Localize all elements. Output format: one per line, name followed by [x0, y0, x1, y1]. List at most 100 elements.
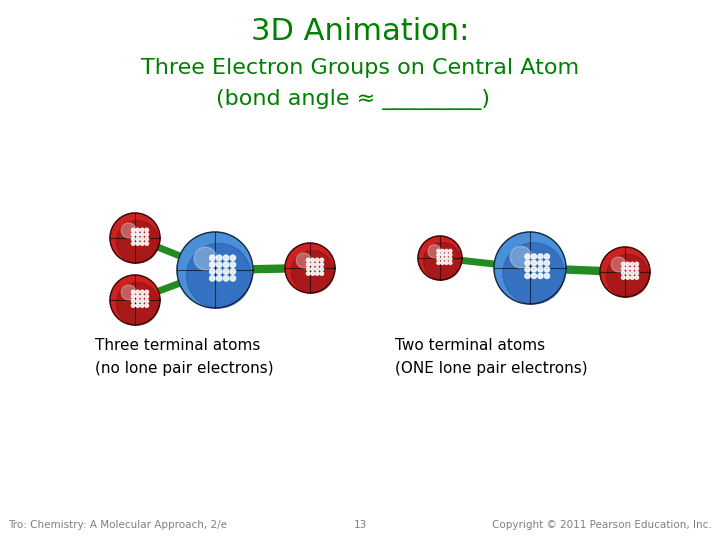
Text: 3D Animation:: 3D Animation:: [251, 17, 469, 46]
Circle shape: [136, 237, 140, 241]
Text: (no lone pair electrons): (no lone pair electrons): [95, 361, 274, 375]
Circle shape: [121, 223, 136, 238]
Circle shape: [136, 303, 140, 307]
Circle shape: [631, 267, 634, 271]
Circle shape: [140, 242, 144, 245]
Circle shape: [441, 249, 444, 253]
Text: Three terminal atoms: Three terminal atoms: [95, 338, 261, 353]
Circle shape: [140, 228, 144, 232]
Circle shape: [635, 267, 639, 271]
Circle shape: [600, 247, 650, 297]
Circle shape: [445, 253, 448, 256]
Circle shape: [230, 262, 235, 267]
Text: Copyright © 2011 Pearson Education, Inc.: Copyright © 2011 Pearson Education, Inc.: [492, 520, 712, 530]
Circle shape: [494, 232, 566, 304]
Circle shape: [437, 249, 440, 253]
Circle shape: [538, 267, 543, 272]
Circle shape: [140, 233, 144, 237]
Circle shape: [315, 258, 319, 262]
Circle shape: [223, 255, 229, 261]
Circle shape: [110, 275, 160, 325]
Circle shape: [136, 228, 140, 232]
Circle shape: [132, 303, 135, 307]
Circle shape: [531, 260, 536, 266]
Circle shape: [116, 220, 158, 263]
Circle shape: [449, 249, 452, 253]
Circle shape: [311, 262, 315, 266]
Circle shape: [631, 262, 634, 266]
Circle shape: [437, 257, 440, 260]
Circle shape: [538, 273, 543, 279]
Circle shape: [621, 267, 625, 271]
Circle shape: [544, 254, 549, 259]
Circle shape: [449, 253, 452, 256]
Circle shape: [525, 254, 530, 259]
Circle shape: [210, 275, 215, 281]
Circle shape: [217, 275, 222, 281]
Circle shape: [307, 267, 310, 271]
Circle shape: [437, 261, 440, 265]
Circle shape: [445, 257, 448, 260]
Circle shape: [132, 242, 135, 245]
Circle shape: [140, 295, 144, 298]
Text: (ONE lone pair electrons): (ONE lone pair electrons): [395, 361, 588, 375]
Circle shape: [538, 254, 543, 259]
Circle shape: [311, 272, 315, 275]
Circle shape: [544, 273, 549, 279]
Circle shape: [510, 246, 532, 268]
Circle shape: [132, 237, 135, 241]
Circle shape: [441, 257, 444, 260]
Circle shape: [307, 272, 310, 275]
Circle shape: [611, 257, 626, 272]
Circle shape: [449, 261, 452, 265]
Circle shape: [631, 271, 634, 275]
Circle shape: [445, 249, 448, 253]
Circle shape: [140, 290, 144, 294]
Circle shape: [132, 233, 135, 237]
Circle shape: [311, 267, 315, 271]
Text: 13: 13: [354, 520, 366, 530]
Circle shape: [140, 299, 144, 303]
Circle shape: [194, 247, 217, 270]
Circle shape: [217, 269, 222, 274]
Circle shape: [635, 276, 639, 279]
Circle shape: [626, 276, 629, 279]
Circle shape: [449, 257, 452, 260]
Circle shape: [145, 237, 148, 241]
Circle shape: [621, 271, 625, 275]
Circle shape: [136, 299, 140, 303]
Circle shape: [311, 258, 315, 262]
Circle shape: [503, 243, 564, 304]
Circle shape: [525, 273, 530, 279]
Circle shape: [307, 262, 310, 266]
Circle shape: [145, 228, 148, 232]
Circle shape: [223, 269, 229, 274]
Circle shape: [145, 242, 148, 245]
Circle shape: [145, 295, 148, 298]
Circle shape: [223, 262, 229, 267]
Circle shape: [320, 267, 323, 271]
Circle shape: [230, 275, 235, 281]
Circle shape: [292, 251, 334, 293]
Circle shape: [621, 276, 625, 279]
Circle shape: [418, 236, 462, 280]
Circle shape: [635, 262, 639, 266]
Circle shape: [525, 267, 530, 272]
Circle shape: [140, 237, 144, 241]
Circle shape: [210, 255, 215, 261]
Circle shape: [307, 258, 310, 262]
Circle shape: [230, 255, 235, 261]
Circle shape: [285, 243, 335, 293]
Circle shape: [621, 262, 625, 266]
Circle shape: [177, 232, 253, 308]
Circle shape: [635, 271, 639, 275]
Circle shape: [531, 267, 536, 272]
Circle shape: [145, 299, 148, 303]
Circle shape: [145, 233, 148, 237]
Circle shape: [217, 262, 222, 267]
Circle shape: [315, 262, 319, 266]
Circle shape: [320, 262, 323, 266]
Circle shape: [132, 228, 135, 232]
Circle shape: [136, 242, 140, 245]
Circle shape: [437, 253, 440, 256]
